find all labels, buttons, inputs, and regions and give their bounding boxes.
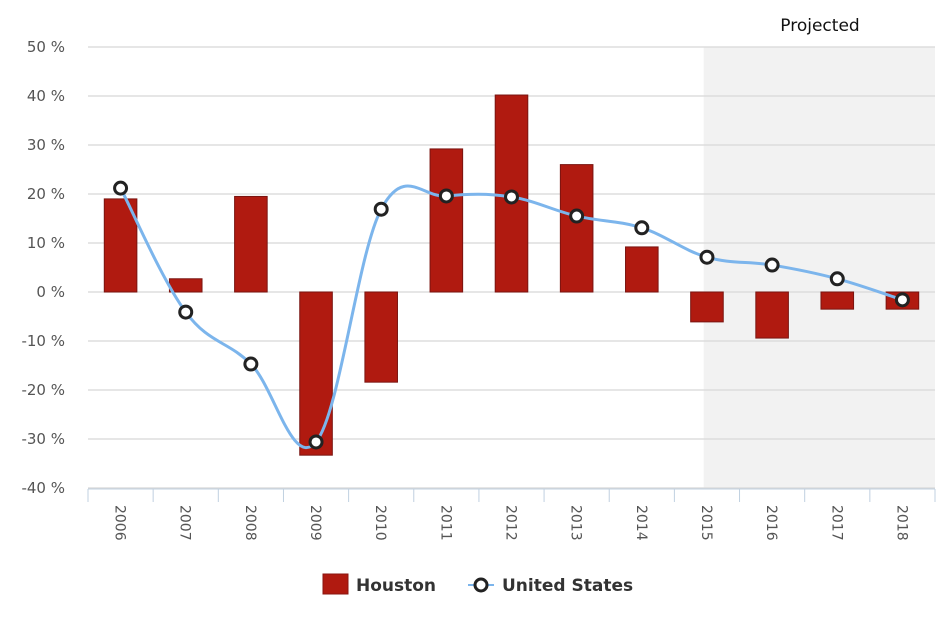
y-tick-label: 30 % <box>27 136 65 154</box>
x-tick-label: 2017 <box>828 505 844 541</box>
houston-bar[interactable] <box>820 291 855 310</box>
y-axis: 50 % 40 % 30 % 20 % 10 % 0 % -10 % -20 % -30 % -4… <box>21 38 65 497</box>
houston-bar[interactable] <box>429 148 464 293</box>
projected-band-layer: Projected <box>703 16 935 488</box>
united-states-point[interactable] <box>373 201 389 217</box>
y-tick-label: -20 % <box>21 381 65 399</box>
houston-bar[interactable] <box>755 291 789 339</box>
united-states-point[interactable] <box>243 356 259 372</box>
x-tick-label: 2010 <box>372 505 388 541</box>
legend-us-marker-icon[interactable] <box>473 577 489 593</box>
y-tick-label: 50 % <box>27 38 65 56</box>
y-tick-label: 0 % <box>36 283 65 301</box>
united-states-point[interactable] <box>829 271 845 287</box>
united-states-point[interactable] <box>438 188 454 204</box>
y-tick-label: -10 % <box>21 332 65 350</box>
x-tick-label: 2008 <box>242 505 258 541</box>
legend-houston-label[interactable]: Houston <box>356 576 436 596</box>
houston-bar[interactable] <box>168 278 203 293</box>
x-tick-label: 2006 <box>112 505 128 541</box>
x-tick-label: 2012 <box>503 505 519 541</box>
x-tick-label: 2014 <box>633 505 649 541</box>
x-tick-label: 2015 <box>698 505 714 541</box>
x-tick-label: 2011 <box>437 505 453 541</box>
y-tick-label: 10 % <box>27 234 65 252</box>
houston-bar[interactable] <box>299 291 333 456</box>
houston-bar[interactable] <box>234 195 268 293</box>
x-tick-label: 2018 <box>893 505 909 541</box>
united-states-point[interactable] <box>569 208 585 224</box>
united-states-point[interactable] <box>504 189 519 205</box>
legend: Houston United States <box>322 573 633 596</box>
legend-us-label[interactable]: United States <box>502 576 633 596</box>
houston-bar[interactable] <box>103 198 138 293</box>
houston-bar[interactable] <box>690 291 724 323</box>
houston-bar[interactable] <box>559 164 594 293</box>
united-states-point[interactable] <box>308 434 324 450</box>
united-states-point[interactable] <box>634 220 650 236</box>
united-states-line <box>113 180 910 450</box>
united-states-point[interactable] <box>894 292 910 308</box>
x-tick-label: 2016 <box>763 505 779 541</box>
united-states-point[interactable] <box>699 249 715 265</box>
x-axis: 2006 2007 2008 2009 2010 2011 2012 2013 2014 2015… <box>87 488 936 541</box>
y-tick-label: 40 % <box>27 87 65 105</box>
y-tick-label: -40 % <box>21 479 65 497</box>
united-states-point[interactable] <box>764 257 780 273</box>
houston-bar[interactable] <box>625 246 659 293</box>
x-tick-label: 2013 <box>568 505 584 541</box>
y-tick-label: -30 % <box>21 430 65 448</box>
y-tick-label: 20 % <box>27 185 65 203</box>
legend-houston-swatch[interactable] <box>322 573 349 595</box>
projected-band <box>703 47 935 488</box>
united-states-point[interactable] <box>178 304 194 320</box>
united-states-point[interactable] <box>113 180 129 196</box>
x-tick-label: 2009 <box>307 505 323 541</box>
houston-bar[interactable] <box>364 291 398 383</box>
x-tick-label: 2007 <box>177 505 193 541</box>
projected-band-label: Projected <box>780 16 859 36</box>
